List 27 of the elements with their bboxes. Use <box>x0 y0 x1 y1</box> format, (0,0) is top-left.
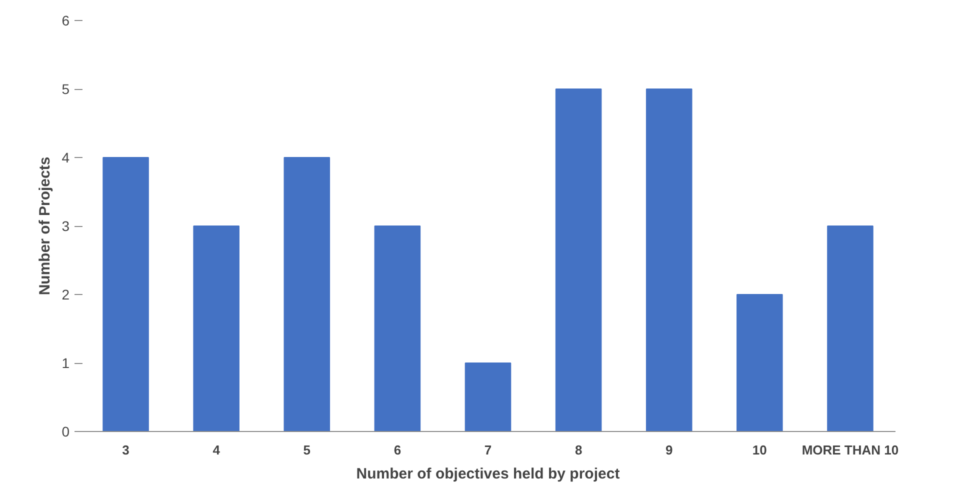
y-tick-label: 1 <box>62 355 70 371</box>
x-tick-label: MORE THAN 10 <box>802 442 899 458</box>
y-tick-label: 3 <box>62 218 70 234</box>
y-axis-title: Number of Projects <box>36 156 54 296</box>
y-tick-label: 4 <box>62 150 70 166</box>
x-tick-label: 10 <box>752 442 767 458</box>
y-tick-label: 5 <box>62 81 70 97</box>
bar <box>102 157 149 432</box>
y-tick-label: 6 <box>62 12 70 28</box>
x-tick-label: 3 <box>122 442 130 458</box>
bar <box>646 88 692 432</box>
bar <box>284 157 330 432</box>
bar <box>736 294 783 432</box>
bar <box>827 226 874 432</box>
x-tick-label: 5 <box>303 442 311 458</box>
y-tick-label: 2 <box>62 286 70 302</box>
bar <box>193 226 240 432</box>
x-axis-title: Number of objectives held by project <box>356 466 620 482</box>
bar <box>555 88 602 432</box>
x-tick-label: 6 <box>394 442 402 458</box>
x-tick-label: 4 <box>212 442 221 458</box>
x-tick-label: 8 <box>574 442 582 458</box>
x-tick-label: 9 <box>665 442 673 458</box>
bar <box>464 362 512 432</box>
x-tick-label: 7 <box>484 442 492 458</box>
y-tick-label: 0 <box>62 424 70 440</box>
bar <box>374 226 421 432</box>
